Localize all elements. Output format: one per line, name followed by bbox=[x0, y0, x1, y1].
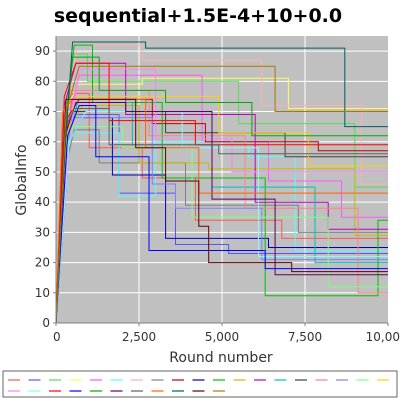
chart-title: sequential+1.5E-4+10+0.0 bbox=[54, 5, 342, 27]
series-line-29 bbox=[55, 98, 388, 324]
x-ticks: 0 2,500 5,000 7,500 10,00 bbox=[53, 323, 400, 344]
legend-box bbox=[2, 370, 398, 398]
y-tick-label: 70 bbox=[35, 105, 50, 119]
y-tick-label: 0 bbox=[42, 316, 50, 330]
series-line-20 bbox=[55, 68, 388, 324]
series-line-25 bbox=[55, 102, 388, 324]
x-axis-label: Round number bbox=[169, 350, 273, 366]
y-tick-label: 50 bbox=[35, 165, 50, 179]
y-tick-label: 20 bbox=[35, 256, 50, 270]
x-tick-label: 0 bbox=[53, 330, 61, 344]
series-line-28 bbox=[55, 41, 388, 324]
y-tick-label: 40 bbox=[35, 195, 50, 209]
series-line-26 bbox=[55, 108, 388, 324]
x-tick-label: 10,00 bbox=[366, 330, 400, 344]
series-line-23 bbox=[55, 105, 388, 324]
y-tick-label: 60 bbox=[35, 135, 50, 149]
series-line-30 bbox=[55, 65, 388, 324]
x-tick-label: 5,000 bbox=[205, 330, 239, 344]
y-tick-label: 10 bbox=[35, 286, 50, 300]
series-line-17 bbox=[55, 117, 388, 324]
y-tick-label: 30 bbox=[35, 225, 50, 239]
series-line-21 bbox=[55, 111, 388, 324]
x-tick-label: 2,500 bbox=[122, 330, 156, 344]
y-axis-label: GlobalInfo bbox=[14, 144, 30, 215]
y-tick-label: 80 bbox=[35, 74, 50, 88]
legend bbox=[8, 379, 389, 392]
series-group bbox=[55, 41, 388, 324]
y-tick-label: 90 bbox=[35, 44, 50, 58]
y-ticks: 0 10 20 30 40 50 60 70 80 90 bbox=[35, 44, 56, 330]
x-tick-label: 7,500 bbox=[288, 330, 322, 344]
series-line-19 bbox=[55, 95, 388, 324]
series-line-22 bbox=[55, 62, 388, 324]
